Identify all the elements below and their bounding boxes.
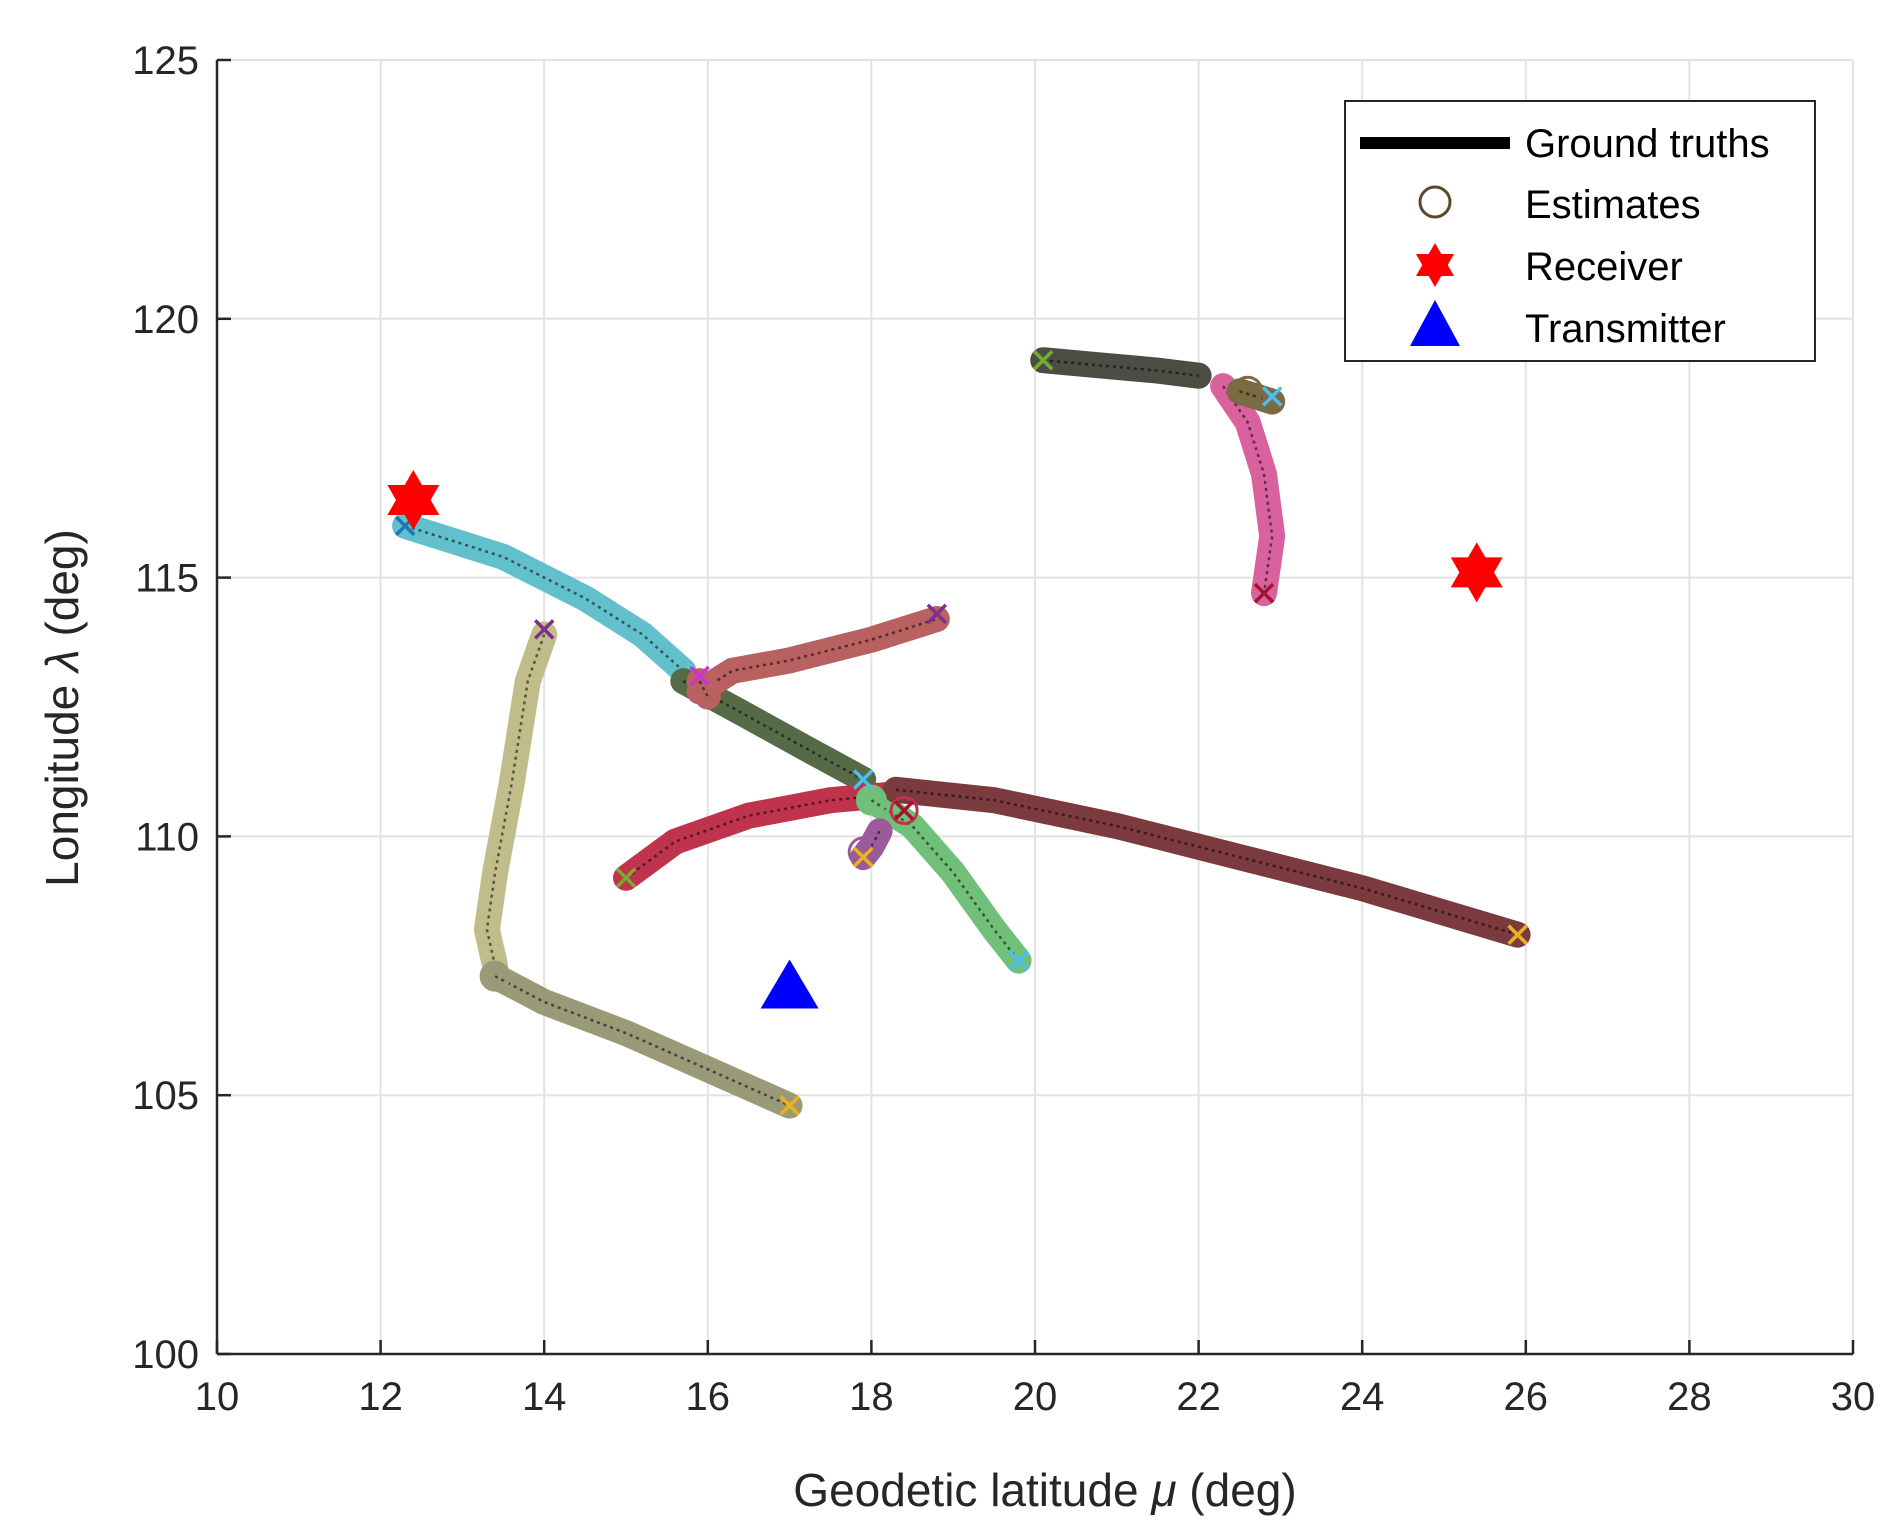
- legend: Ground truths Estimates Receiver Transmi…: [1344, 100, 1816, 362]
- y-tick-label-3: 115: [135, 557, 199, 601]
- x-tick-label-8: 26: [1504, 1375, 1549, 1419]
- receiver-0-down: [387, 484, 440, 530]
- estimate-circle-2: [1232, 375, 1264, 407]
- track-3-estimates: [473, 621, 558, 979]
- x-axis-title-symbol: μ: [1150, 1464, 1176, 1516]
- track-3-end-x-marker: [533, 619, 555, 640]
- track-7-end-x-marker: [1008, 950, 1029, 971]
- track-2-end-x-marker: [852, 769, 874, 790]
- x-tick-label-9: 28: [1667, 1375, 1712, 1419]
- x-tick-label-3: 16: [686, 1375, 731, 1419]
- y-tick-label-2: 110: [135, 815, 199, 859]
- track-8-ground-truth: [895, 788, 1518, 936]
- x-tick-label-7: 24: [1340, 1375, 1385, 1419]
- x-tick-label-2: 14: [522, 1375, 567, 1419]
- legend-label-receiver: Receiver: [1525, 245, 1683, 289]
- y-axis-title-unit: (deg): [36, 529, 88, 649]
- track-4-ground-truth: [494, 975, 791, 1107]
- x-axis-title: Geodetic latitude μ (deg): [793, 1464, 1296, 1516]
- track-5-ground-truth: [698, 617, 938, 693]
- tick-labels: 10 12 14 16 18 20 22 24 26 28 30 100 105 110 115 120 125: [132, 39, 1875, 1419]
- track-6-end-x-marker: [615, 867, 637, 889]
- track-7-estimates: [858, 787, 1032, 974]
- y-axis-title-symbol: λ: [36, 649, 88, 675]
- legend-label-ground-truths: Ground truths: [1525, 122, 1770, 166]
- track-9-ground-truth: [1043, 358, 1199, 377]
- track-5-end-x-marker: [926, 603, 948, 625]
- x-tick-label-6: 22: [1176, 1375, 1221, 1419]
- track-14-ground-truth: [698, 680, 709, 698]
- x-axis-title-text: Geodetic latitude: [793, 1464, 1151, 1516]
- legend-label-estimates: Estimates: [1525, 183, 1701, 227]
- y-tick-label-4: 120: [132, 298, 199, 342]
- y-tick-label-5: 125: [132, 39, 199, 83]
- legend-transmitter-triangle: [1410, 300, 1460, 346]
- tracks: [392, 347, 1531, 1119]
- track-10-ground-truth: [1222, 385, 1274, 594]
- y-tick-label-0: 100: [132, 1333, 199, 1377]
- track-8-end-x-marker: [1507, 924, 1528, 945]
- track-13-end-x-marker: [893, 800, 915, 821]
- axes: [215, 58, 1855, 1356]
- track-4-end-x-marker: [779, 1095, 800, 1116]
- x-tick-label-10: 30: [1831, 1375, 1876, 1419]
- track-10-end-x-marker: [1253, 582, 1275, 604]
- y-axis-title-text: Longitude: [36, 672, 88, 887]
- estimate-circle-3: [847, 836, 879, 868]
- track-9-end-x-marker: [1032, 349, 1054, 371]
- transmitter-0: [760, 959, 819, 1009]
- legend-receiver-hexagram-down: [1415, 254, 1455, 287]
- legend-label-transmitter: Transmitter: [1525, 307, 1726, 351]
- track-11-end-x-marker: [1261, 386, 1283, 407]
- x-tick-label-5: 20: [1013, 1375, 1058, 1419]
- track-3-ground-truth: [485, 634, 546, 967]
- legend-estimate-circle: [1418, 185, 1452, 219]
- track-1-ground-truth: [404, 524, 685, 672]
- y-tick-label-1: 105: [132, 1074, 199, 1118]
- track-14-end-x-marker: [689, 665, 710, 687]
- x-tick-label-4: 18: [849, 1375, 894, 1419]
- x-axis-title-unit: (deg): [1177, 1464, 1297, 1516]
- x-tick-label-1: 12: [358, 1375, 403, 1419]
- y-axis-title: Longitude λ (deg): [36, 529, 88, 887]
- estimate-circle-0: [479, 960, 511, 992]
- track-12-end-x-marker: [852, 846, 874, 868]
- receiver-1-down: [1450, 557, 1503, 603]
- markers: [387, 349, 1528, 1116]
- track-6-estimates: [613, 782, 901, 891]
- x-tick-label-0: 10: [195, 1375, 240, 1419]
- track-13-estimate: [889, 796, 919, 826]
